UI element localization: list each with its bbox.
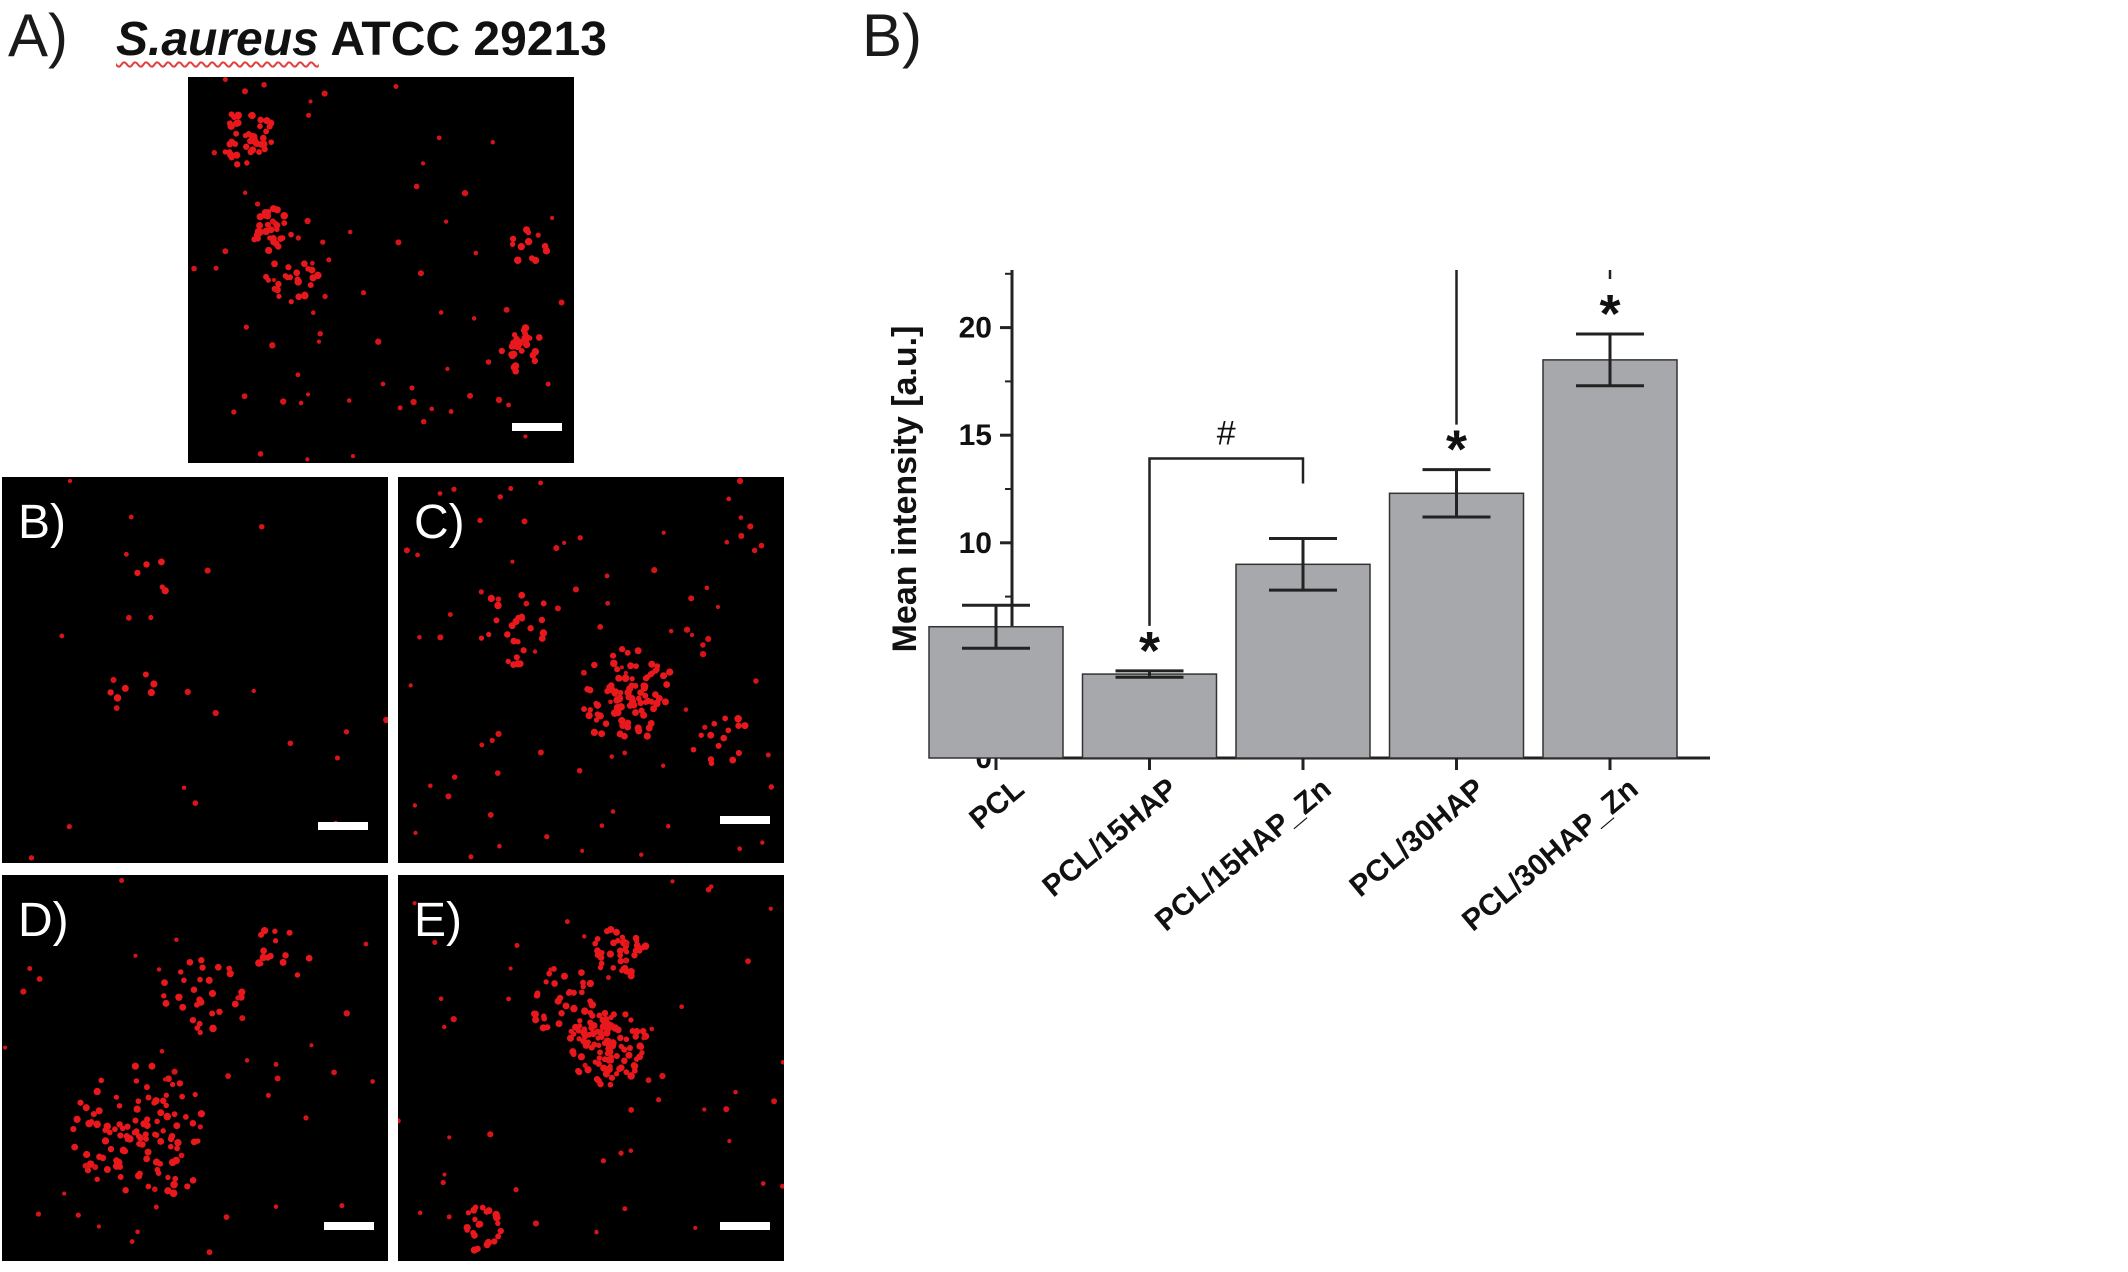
bar — [1235, 563, 1371, 759]
micrograph-c-dots — [403, 477, 775, 860]
scale-bar — [720, 1222, 770, 1230]
x-tick-label: PCL/15HAP — [1036, 772, 1184, 903]
bar — [1542, 359, 1678, 759]
micrograph-d-dots — [3, 877, 375, 1256]
micrograph-top — [188, 77, 574, 463]
y-tick-label: 15 — [959, 419, 992, 452]
micrograph-e-label: E) — [414, 894, 462, 947]
y-tick-label: 20 — [959, 312, 992, 345]
x-tick-label: PCL/30HAP — [1343, 772, 1491, 903]
panel-a-letter: A) — [8, 2, 68, 69]
error-bar — [962, 603, 1030, 650]
micrograph-d-label: D) — [18, 894, 69, 947]
significance-star: * — [1139, 621, 1160, 681]
micrograph-e: E) — [398, 875, 784, 1261]
y-axis-label: Mean intensity [a.u.] — [886, 326, 924, 653]
error-bar — [1115, 669, 1184, 679]
bacteria-dots — [28, 478, 388, 861]
significance-star: * — [1446, 420, 1467, 480]
panel-a-title: S.aureus ATCC 29213 — [116, 12, 607, 67]
micrograph-c: C) — [398, 477, 784, 863]
significance-bracket — [1148, 457, 1305, 626]
bacteria-dots — [398, 879, 784, 1254]
bracket-label: # — [1217, 414, 1236, 452]
micrograph-top-dots — [191, 77, 565, 462]
bar — [1388, 492, 1525, 759]
significance-star: * — [1599, 284, 1620, 344]
x-tick-label: PCL — [963, 772, 1030, 836]
scale-bar — [512, 423, 562, 431]
title-species: S.aureus — [116, 13, 319, 66]
micrograph-d: D) — [2, 875, 388, 1261]
panel-b-letter: B) — [862, 2, 922, 69]
bacteria-dots — [191, 77, 565, 462]
y-tick-label: 10 — [959, 527, 992, 560]
micrograph-c-label: C) — [414, 496, 465, 549]
scale-bar — [720, 816, 770, 824]
bar-chart: 0510152025Mean intensity [a.u.]PCL*PCL/1… — [886, 270, 1710, 938]
error-bar — [1422, 468, 1491, 519]
micrograph-b-dots — [28, 478, 388, 861]
bacteria-dots — [403, 477, 775, 860]
micrograph-b-label: B) — [18, 496, 66, 549]
bacteria-dots — [3, 877, 375, 1256]
scale-bar — [318, 822, 368, 830]
significance-bracket — [1455, 270, 1612, 425]
error-bar — [1269, 536, 1337, 592]
micrograph-e-dots — [398, 879, 784, 1254]
bar — [1081, 673, 1218, 759]
title-strain: ATCC 29213 — [330, 13, 607, 66]
scale-bar — [324, 1222, 374, 1230]
micrograph-b: B) — [2, 477, 388, 863]
error-bar — [1576, 332, 1644, 388]
